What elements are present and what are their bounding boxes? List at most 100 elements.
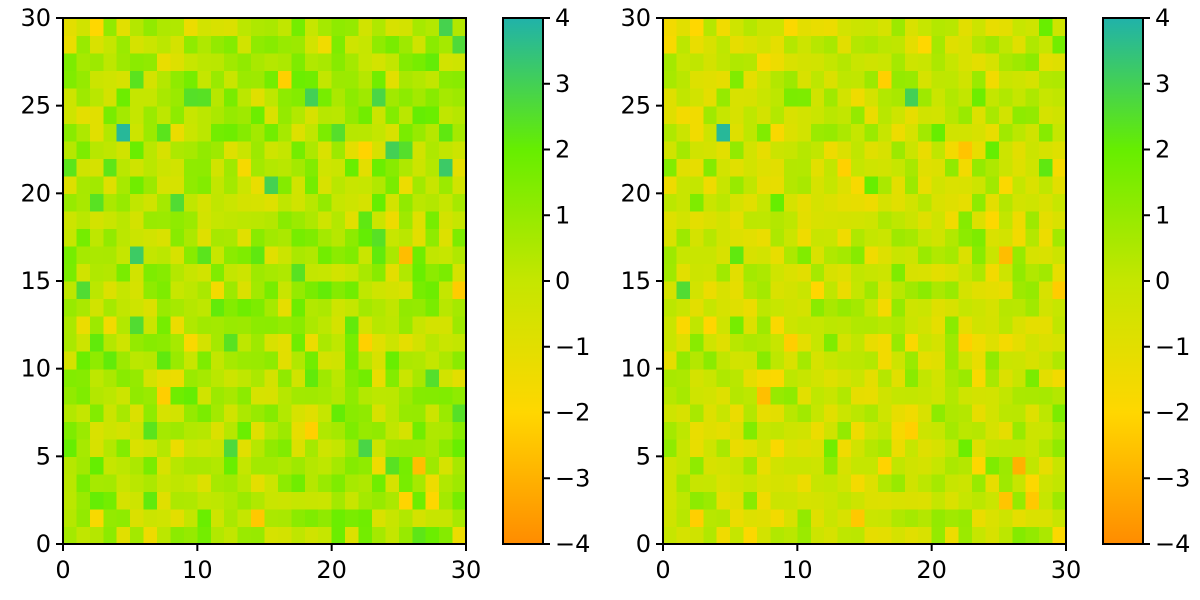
heatmap-cell <box>439 438 454 457</box>
heatmap-cell <box>116 438 131 457</box>
heatmap-cell <box>1012 403 1027 422</box>
heatmap-cell <box>439 70 454 89</box>
heatmap-cell <box>945 228 960 247</box>
heatmap-cell <box>663 18 678 37</box>
heatmap-cell <box>676 351 691 370</box>
heatmap-cell <box>971 368 986 387</box>
heatmap-cell <box>412 140 427 159</box>
heatmap-cell <box>89 333 104 352</box>
heatmap-cell <box>371 105 386 124</box>
heatmap-cell <box>837 140 852 159</box>
heatmap-cell <box>689 53 704 72</box>
y-tick-label: 5 <box>636 442 651 470</box>
heatmap-cell <box>358 140 373 159</box>
heatmap-cell <box>971 105 986 124</box>
heatmap-cell <box>103 245 118 265</box>
heatmap-cell <box>318 403 333 422</box>
heatmap-cell <box>891 298 906 317</box>
heatmap-cell <box>264 263 279 282</box>
heatmap-cell <box>143 175 158 194</box>
heatmap-cell <box>412 70 427 89</box>
heatmap-cell <box>412 333 427 352</box>
heatmap-cell <box>452 105 467 124</box>
heatmap-cell <box>676 210 691 229</box>
heatmap-cell <box>251 351 266 370</box>
heatmap-cell <box>371 228 386 247</box>
heatmap-cell <box>157 140 172 159</box>
heatmap-cell <box>783 193 798 212</box>
heatmap-cell <box>251 245 266 265</box>
heatmap-cell <box>663 123 678 142</box>
heatmap-cell <box>757 193 772 212</box>
colorbar-tick-label: 4 <box>1155 4 1170 32</box>
heatmap-cell <box>918 456 933 475</box>
heatmap-cell <box>197 473 212 492</box>
heatmap-cell <box>810 18 825 37</box>
heatmap-cell <box>412 123 427 142</box>
heatmap-cell <box>837 403 852 422</box>
heatmap-cell <box>864 245 879 265</box>
heatmap-cell <box>971 70 986 89</box>
heatmap-cell <box>770 473 785 492</box>
heatmap-cell <box>398 123 413 142</box>
heatmap-cell <box>425 140 440 159</box>
heatmap-cell <box>439 368 454 387</box>
heatmap-cell <box>891 456 906 475</box>
heatmap-cell <box>371 298 386 317</box>
heatmap-cell <box>345 281 360 300</box>
heatmap-cell <box>143 263 158 282</box>
heatmap-cell <box>985 123 1000 142</box>
heatmap-cell <box>837 263 852 282</box>
heatmap-cell <box>210 245 225 265</box>
heatmap-cell <box>76 263 91 282</box>
heatmap-cell <box>743 421 758 440</box>
heatmap-cell <box>264 123 279 142</box>
heatmap-cell <box>345 210 360 229</box>
heatmap-cell <box>783 368 798 387</box>
y-tick-label: 0 <box>36 530 51 558</box>
y-tick-label: 10 <box>20 355 51 383</box>
heatmap-cell <box>76 175 91 194</box>
heatmap-cell <box>63 245 78 265</box>
heatmap-cell <box>783 35 798 54</box>
heatmap-cell <box>291 140 306 159</box>
heatmap-cell <box>851 245 866 265</box>
heatmap-cell <box>251 175 266 194</box>
heatmap-cell <box>358 88 373 107</box>
heatmap-cell <box>689 210 704 229</box>
heatmap-cell <box>170 53 185 72</box>
heatmap-cell <box>358 421 373 440</box>
heatmap-cell <box>864 140 879 159</box>
heatmap-cell <box>743 438 758 457</box>
heatmap-cell <box>63 88 78 107</box>
heatmap-cell <box>703 210 718 229</box>
heatmap-cell <box>783 508 798 528</box>
heatmap-cell <box>143 333 158 352</box>
heatmap-cell <box>264 508 279 528</box>
heatmap-cell <box>331 368 346 387</box>
heatmap-cell <box>797 316 812 335</box>
heatmap-cell <box>877 316 892 335</box>
heatmap-cell <box>183 175 198 194</box>
heatmap-cell <box>851 368 866 387</box>
heatmap-cell <box>770 298 785 317</box>
heatmap-cell <box>998 281 1013 300</box>
heatmap-cell <box>103 158 118 177</box>
heatmap-cell <box>183 403 198 422</box>
heatmap-cell <box>183 421 198 440</box>
heatmap-cell <box>985 386 1000 405</box>
heatmap-cell <box>998 193 1013 212</box>
heatmap-cell <box>318 105 333 124</box>
heatmap-cell <box>1012 333 1027 352</box>
heatmap-cell <box>703 298 718 317</box>
heatmap-cell <box>810 456 825 475</box>
heatmap-cell <box>345 70 360 89</box>
heatmap-cell <box>958 386 973 405</box>
heatmap-cell <box>425 53 440 72</box>
heatmap-cell <box>971 88 986 107</box>
heatmap-cell <box>183 333 198 352</box>
heatmap-cell <box>689 281 704 300</box>
heatmap-cell <box>998 316 1013 335</box>
heatmap-cell <box>958 298 973 317</box>
heatmap-cell <box>143 245 158 265</box>
